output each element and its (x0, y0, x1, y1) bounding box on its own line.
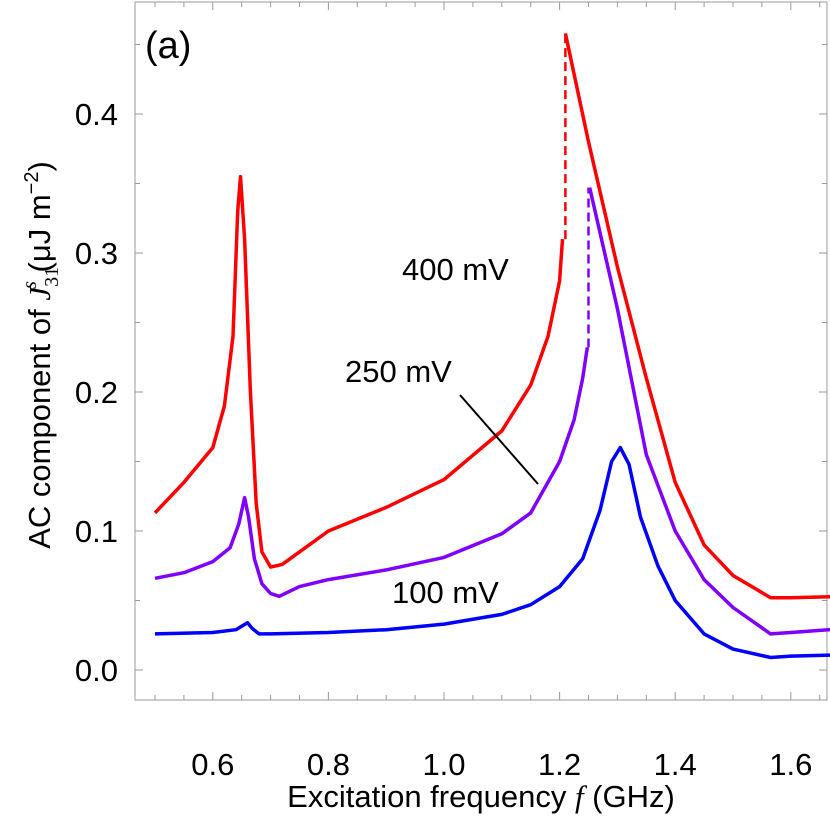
x-tick-label: 1.6 (769, 747, 812, 782)
y-tick-label: 0.0 (75, 653, 118, 688)
x-tick-label: 1.0 (422, 747, 465, 782)
x-tick-label: 0.6 (191, 747, 234, 782)
x-axis-unit: (GHz) (584, 779, 675, 814)
y-axis-label-text: AC component of (22, 301, 57, 549)
series-group (153, 33, 830, 660)
annotation-250mv-pointer (459, 394, 539, 485)
y-tick-label: 0.3 (75, 236, 118, 271)
y-axis-unit-exp: −2 (21, 172, 43, 195)
x-tick-label: 0.8 (307, 747, 350, 782)
plot-frame (134, 1, 828, 701)
y-tick-label: 0.2 (75, 375, 118, 410)
y-axis-unit: (μJ m (22, 194, 57, 281)
y-tick-label: 0.4 (75, 97, 118, 132)
series-line-100mv (154, 445, 830, 660)
y-axis-var-sub: 31 (41, 267, 63, 287)
y-axis-var-sup: s (19, 281, 41, 289)
y-axis-var: J (22, 286, 57, 301)
y-axis-label: AC component of J31s (μJ m−2) (19, 161, 63, 549)
x-tick-label: 1.2 (538, 747, 581, 782)
series-line-250mv (154, 347, 590, 599)
annotation-250mv: 250 mV (345, 354, 452, 389)
x-tick-label: 1.4 (654, 747, 697, 782)
x-axis-label: Excitation frequency f (GHz) (287, 779, 675, 814)
annotation-100mv: 100 mV (392, 575, 499, 610)
series-line-upper-400mv (563, 33, 830, 600)
series-line-400mv (153, 174, 565, 569)
ticks: 0.6 0.8 1.0 1.2 1.4 1.6 0.0 0.1 0.2 0.3 0.4 (75, 2, 827, 782)
y-axis-unit-close: ) (22, 161, 57, 171)
x-axis-label-text: Excitation frequency (287, 779, 575, 814)
series-line-upper-250mv (587, 187, 830, 636)
panel-label: (a) (145, 25, 191, 67)
y-tick-label: 0.1 (75, 514, 118, 549)
annotation-400mv: 400 mV (402, 252, 509, 287)
